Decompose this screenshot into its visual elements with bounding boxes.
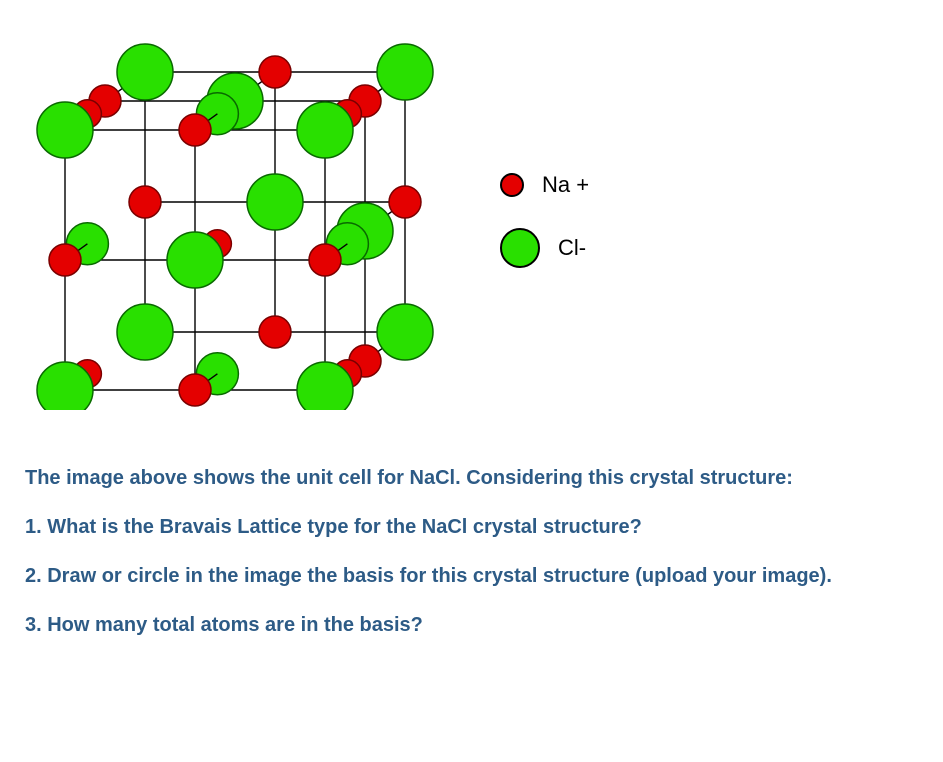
legend-item-na: Na + [500,172,589,198]
cl-atom [297,362,353,410]
cl-atom [247,174,303,230]
na-atom [129,186,161,218]
na-atom [179,114,211,146]
cl-atom [117,44,173,100]
na-atom [309,244,341,276]
figure-row: Na + Cl- [25,30,918,410]
legend: Na + Cl- [500,142,589,298]
intro-line: The image above shows the unit cell for … [25,465,918,492]
question-3: 3. How many total atoms are in the basis… [25,612,918,639]
na-atom [179,374,211,406]
cl-atom [297,102,353,158]
cl-atom [167,232,223,288]
na-legend-symbol [500,173,524,197]
cl-atom [377,44,433,100]
cl-atom [37,102,93,158]
nacl-unit-cell-diagram [25,30,445,410]
question-2: 2. Draw or circle in the image the basis… [25,563,918,590]
na-atom [49,244,81,276]
cl-atom [377,304,433,360]
na-atom [389,186,421,218]
cl-legend-symbol [500,228,540,268]
legend-item-cl: Cl- [500,228,589,268]
na-atom [259,56,291,88]
question-1: 1. What is the Bravais Lattice type for … [25,514,918,541]
cl-atom [37,362,93,410]
question-text-block: The image above shows the unit cell for … [25,465,918,639]
cl-atom [117,304,173,360]
cl-legend-label: Cl- [558,235,586,261]
na-atom [259,316,291,348]
na-legend-label: Na + [542,172,589,198]
